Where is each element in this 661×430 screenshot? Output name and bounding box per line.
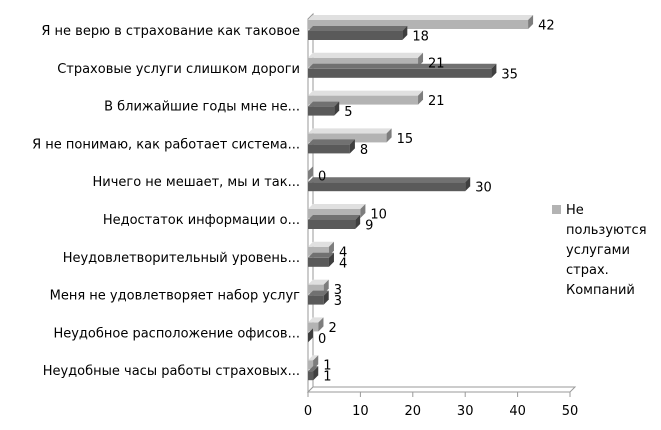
bar-series-1 xyxy=(308,177,471,192)
data-label: 3 xyxy=(334,283,342,298)
bar-series-2 xyxy=(308,204,366,218)
data-label: 9 xyxy=(365,219,373,234)
bar-series-1 xyxy=(308,26,408,40)
data-label: 4 xyxy=(339,256,347,271)
tick-label: 30 xyxy=(457,404,474,419)
data-label: 42 xyxy=(538,19,555,34)
tick-label: 50 xyxy=(562,404,579,419)
category-label: Меня не удовлетворяет набор услуг xyxy=(50,289,301,304)
data-label: 2 xyxy=(328,321,336,336)
floor xyxy=(306,386,577,393)
data-label: 4 xyxy=(339,245,347,260)
category-label: Страховые услуги слишком дороги xyxy=(57,62,300,77)
legend-swatch xyxy=(552,205,561,214)
data-label: 21 xyxy=(428,94,445,109)
bar-series-2 xyxy=(308,15,534,29)
bar-series-1 xyxy=(308,252,334,267)
data-label: 1 xyxy=(323,370,331,385)
legend-label: Не пользуются услугами страх. Компаний xyxy=(566,203,647,298)
category-label: Я не верю в страхование как таковое xyxy=(41,24,300,39)
bars-group xyxy=(308,15,534,381)
legend: Не пользуются услугами страх. Компаний xyxy=(552,203,647,298)
bar-series-2 xyxy=(308,355,319,370)
bar-series-1 xyxy=(308,328,313,343)
tick-label: 40 xyxy=(509,404,526,419)
bar-series-2 xyxy=(308,90,424,105)
data-label: 30 xyxy=(475,181,492,196)
category-label: Неудобные часы работы страховых... xyxy=(43,364,300,379)
bar-series-1 xyxy=(308,290,329,305)
data-label: 21 xyxy=(428,56,445,71)
bar-series-1 xyxy=(308,215,361,229)
category-label: Я не понимаю, как работает система... xyxy=(32,137,300,152)
data-label: 3 xyxy=(334,294,342,309)
data-label: 5 xyxy=(344,105,352,120)
x-axis: 0 10 20 30 40 50 xyxy=(304,392,578,419)
category-label: В ближайшие годы мне не... xyxy=(104,100,300,115)
bar-series-2 xyxy=(308,166,313,181)
category-labels: Я не верю в страхование как таковое Страх… xyxy=(32,24,300,379)
data-label: 0 xyxy=(318,332,326,347)
category-label: Ничего не мешает, мы и так... xyxy=(92,175,300,190)
bar-series-2 xyxy=(308,128,392,143)
data-label: 1 xyxy=(323,359,331,374)
bar-series-1 xyxy=(308,101,340,116)
bar-series-1 xyxy=(308,139,355,154)
tick-label: 10 xyxy=(352,404,369,419)
bar-series-2 xyxy=(308,279,329,294)
bar-series-2 xyxy=(308,317,324,332)
category-label: Неудовлетворительный уровень... xyxy=(63,251,300,266)
tick-label: 0 xyxy=(304,404,312,419)
data-label: 0 xyxy=(318,170,326,185)
data-label: 35 xyxy=(501,67,518,82)
category-label: Недостаток информации о... xyxy=(103,213,300,228)
bar-series-1 xyxy=(308,63,497,78)
bar-series-2 xyxy=(308,52,424,67)
bar-series-1 xyxy=(308,366,319,381)
data-label: 18 xyxy=(412,30,429,45)
data-label: 10 xyxy=(370,208,387,223)
data-label: 8 xyxy=(360,143,368,158)
bar-series-2 xyxy=(308,241,334,256)
tick-label: 20 xyxy=(405,404,422,419)
data-label: 15 xyxy=(397,132,414,147)
category-label: Неудобное расположение офисов... xyxy=(53,326,300,341)
